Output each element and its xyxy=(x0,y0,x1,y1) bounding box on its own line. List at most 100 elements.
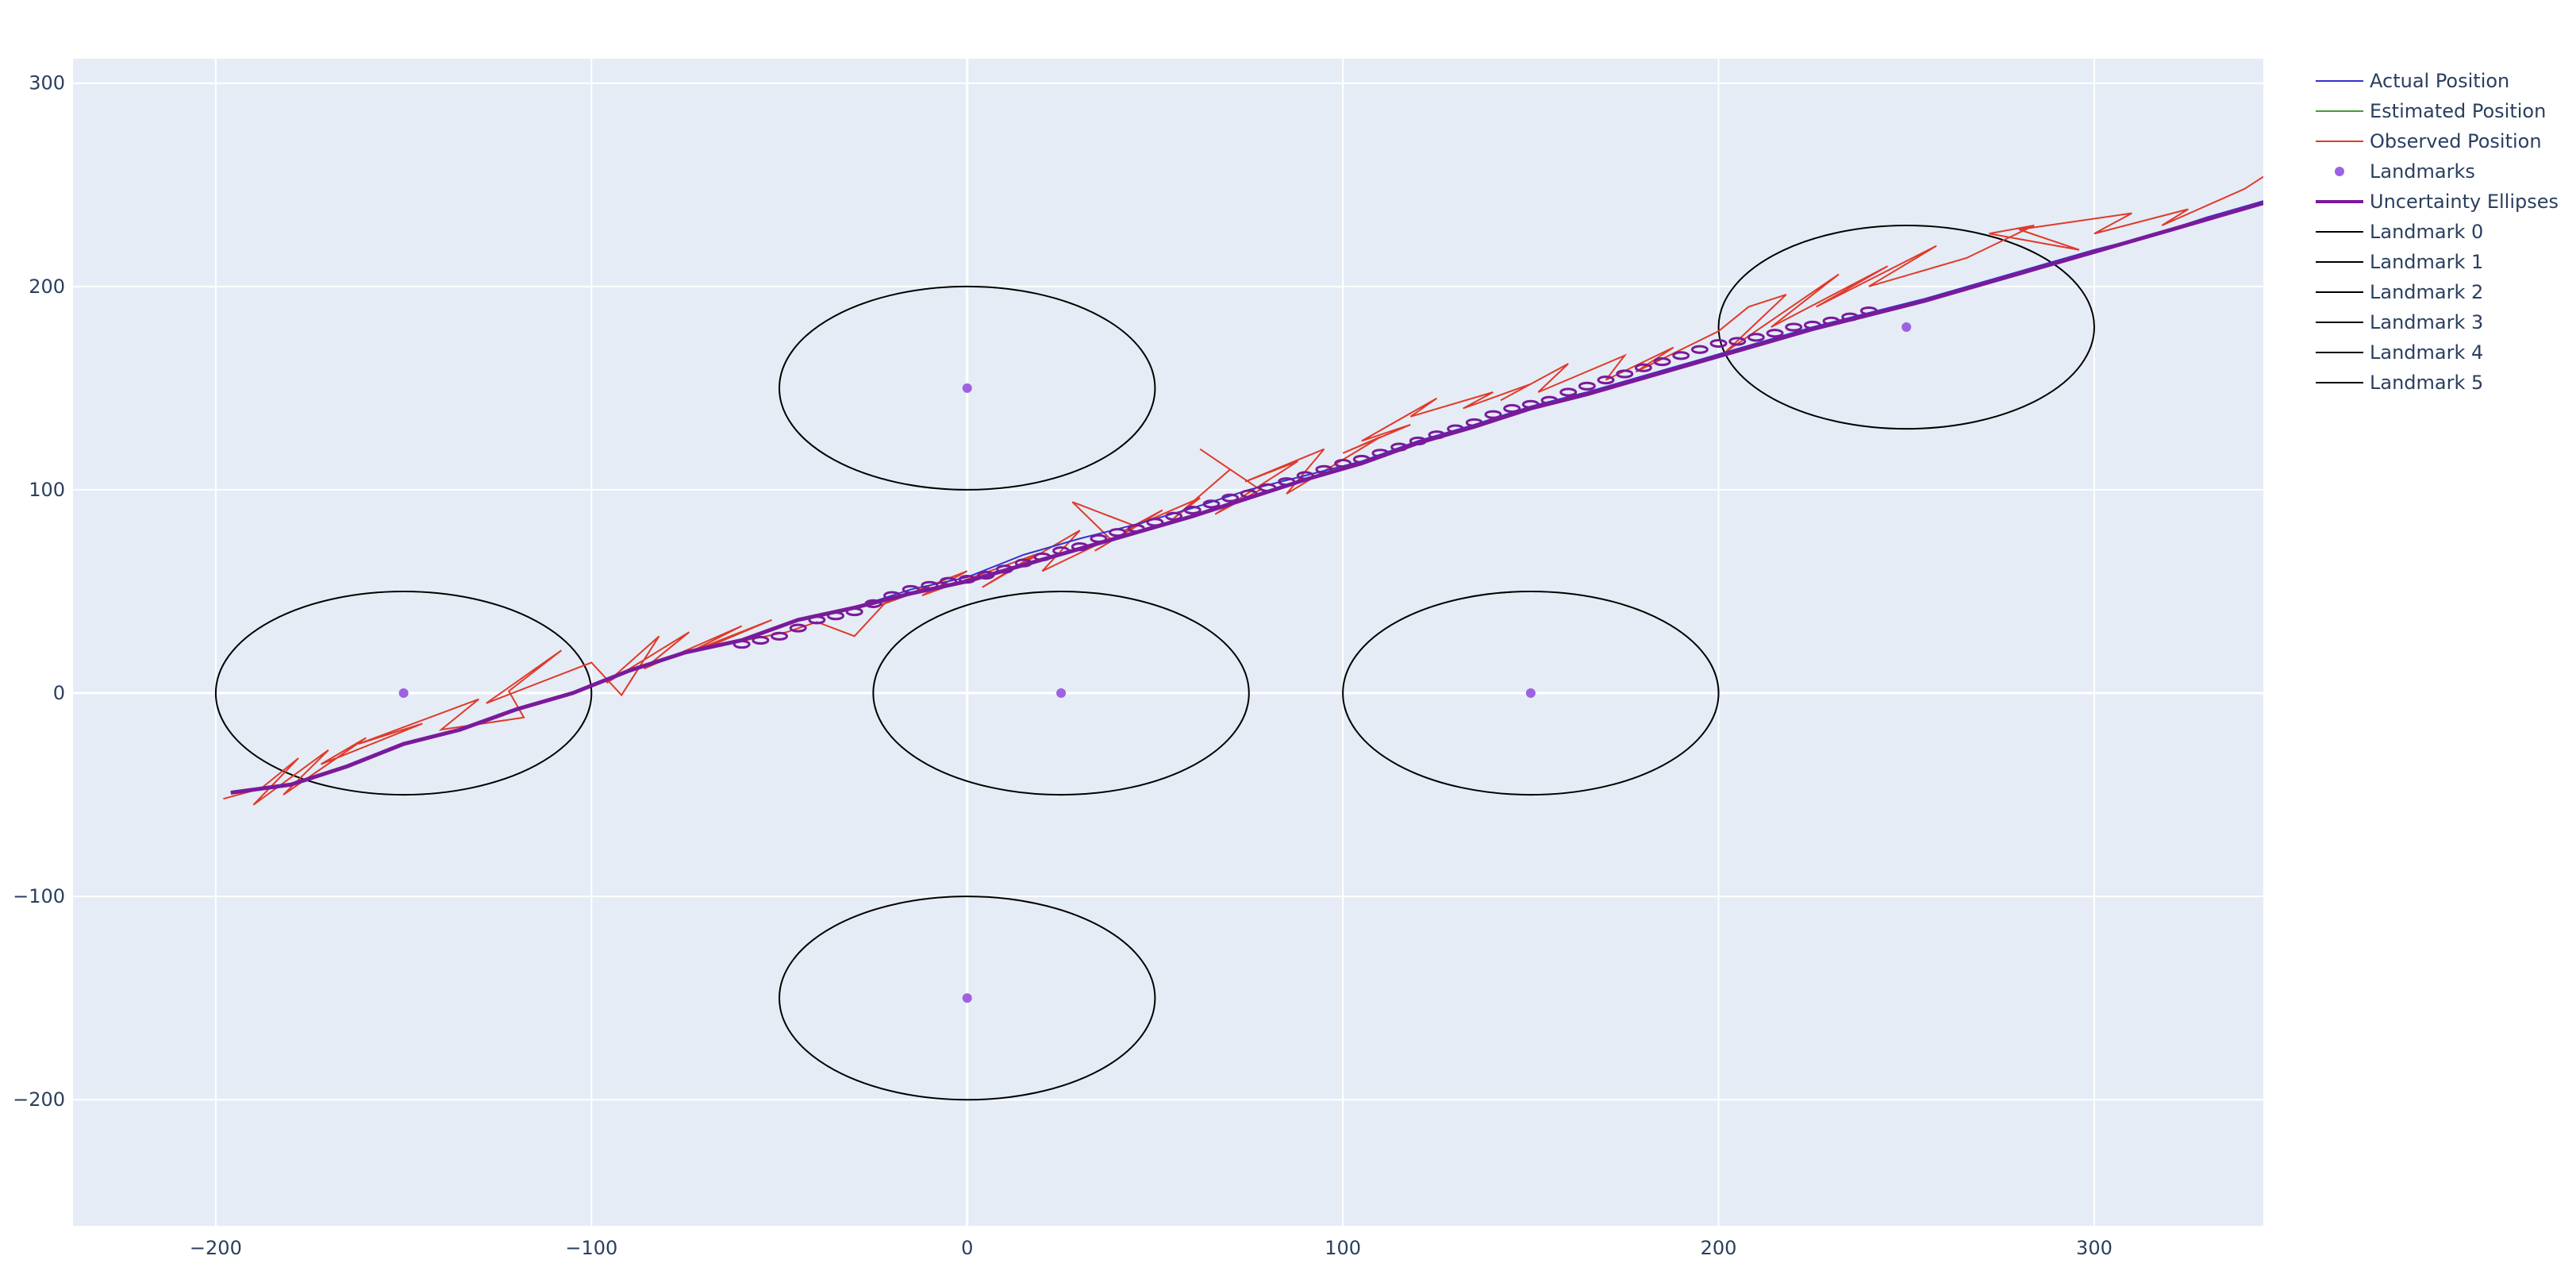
uncertainty-ellipse xyxy=(1202,499,1221,509)
plot-background xyxy=(73,59,2263,1226)
uncertainty-ellipse xyxy=(1090,533,1108,543)
uncertainty-ellipse xyxy=(1597,376,1615,385)
y-tick-label: 200 xyxy=(29,275,65,298)
uncertainty-ellipse xyxy=(1146,518,1164,527)
landmark-marker-0 xyxy=(398,688,409,699)
uncertainty-ellipse xyxy=(1728,337,1747,346)
uncertainty-ellipse xyxy=(827,611,844,621)
uncertainty-ellipse xyxy=(1634,363,1652,372)
legend-item: Uncertainty Ellipses xyxy=(2316,191,2559,213)
legend-item: Landmark 4 xyxy=(2316,341,2483,364)
uncertainty-ellipse xyxy=(808,615,826,625)
landmark-4-range xyxy=(1342,590,1720,796)
legend-label: Observed Position xyxy=(2370,130,2542,152)
uncertainty-ellipse xyxy=(845,607,863,617)
y-tick-label: 300 xyxy=(29,72,65,94)
legend-item: Actual Position xyxy=(2316,70,2509,92)
uncertainty-ellipse xyxy=(1428,430,1446,440)
legend-label: Landmark 1 xyxy=(2370,251,2483,273)
uncertainty-ellipse xyxy=(1052,546,1071,556)
legend-label: Landmark 5 xyxy=(2370,372,2483,394)
observed-position-line xyxy=(223,175,2263,806)
uncertainty-ellipse xyxy=(1390,442,1409,452)
uncertainty-ellipse xyxy=(1484,410,1502,419)
uncertainty-ellipse xyxy=(1503,403,1521,414)
uncertainty-ellipse xyxy=(1747,333,1765,342)
uncertainty-ellipse xyxy=(1841,312,1859,322)
y-tick-label: −100 xyxy=(13,885,65,907)
uncertainty-ellipse xyxy=(1822,316,1840,325)
legend-item: Landmark 5 xyxy=(2316,372,2483,394)
uncertainty-ellipse xyxy=(1352,454,1371,464)
uncertainty-ellipse xyxy=(958,575,976,584)
landmark-marker-2 xyxy=(962,993,972,1003)
uncertainty-ellipse xyxy=(1165,511,1183,521)
uncertainty-ellipse xyxy=(1803,320,1821,330)
landmark-marker-5 xyxy=(1901,322,1912,333)
uncertainty-ellipse xyxy=(996,564,1014,574)
uncertainty-ellipse xyxy=(1785,322,1803,332)
uncertainty-ellipse xyxy=(883,591,902,600)
uncertainty-ellipse xyxy=(1690,345,1709,354)
uncertainty-ellipse xyxy=(1221,493,1240,503)
legend-label: Landmark 3 xyxy=(2370,311,2483,333)
uncertainty-ellipse xyxy=(1409,436,1427,446)
uncertainty-ellipse xyxy=(771,631,788,641)
y-tick-label: 0 xyxy=(53,682,65,704)
y-tick-label: 100 xyxy=(29,479,65,501)
legend: Actual Position Estimated Position Observe… xyxy=(2316,70,2559,394)
legend-marker xyxy=(2335,167,2344,176)
x-tick-label: 200 xyxy=(1701,1237,1737,1259)
x-axis-ticks: −200 −100 0 100 200 300 xyxy=(190,1237,2113,1259)
uncertainty-ellipse xyxy=(1334,459,1352,468)
uncertainty-ellipse xyxy=(789,623,807,633)
uncertainty-ellipse xyxy=(1559,387,1578,397)
landmark-1-range xyxy=(779,285,1156,491)
uncertainty-ellipse xyxy=(1240,489,1258,499)
uncertainty-ellipse xyxy=(864,599,882,608)
uncertainty-ellipse xyxy=(1540,395,1559,405)
uncertainty-ellipse xyxy=(1315,464,1333,474)
legend-item: Landmark 2 xyxy=(2316,281,2483,303)
landmark-0-range xyxy=(214,590,593,796)
uncertainty-ellipse xyxy=(1127,523,1145,533)
landmark-3-range xyxy=(872,590,1250,796)
uncertainty-ellipse xyxy=(1465,418,1483,428)
landmark-marker-4 xyxy=(1525,688,1536,699)
legend-label: Actual Position xyxy=(2370,70,2509,92)
uncertainty-ellipse xyxy=(1709,338,1728,349)
uncertainty-ellipse xyxy=(1578,381,1596,391)
legend-label: Landmark 2 xyxy=(2370,281,2483,303)
legend-label: Landmarks xyxy=(2370,160,2475,183)
uncertainty-ellipse xyxy=(1033,552,1052,562)
x-tick-label: −100 xyxy=(565,1237,617,1259)
legend-item: Landmarks xyxy=(2335,160,2475,183)
uncertainty-ellipse xyxy=(1296,471,1314,480)
landmark-marker-3 xyxy=(1056,688,1067,699)
uncertainty-ellipse xyxy=(902,584,920,595)
uncertainty-ellipse xyxy=(1766,329,1784,338)
uncertainty-ellipse xyxy=(1447,424,1465,433)
uncertainty-ellipse xyxy=(1183,505,1201,515)
uncertainty-ellipse xyxy=(732,639,751,649)
legend-label: Estimated Position xyxy=(2370,100,2546,122)
x-tick-label: 0 xyxy=(961,1237,973,1259)
legend-label: Landmark 4 xyxy=(2370,341,2483,364)
uncertainty-ellipse xyxy=(977,570,995,580)
x-tick-label: −200 xyxy=(190,1237,242,1259)
legend-item: Estimated Position xyxy=(2316,100,2546,122)
y-tick-label: −200 xyxy=(13,1088,65,1111)
uncertainty-ellipse xyxy=(1259,483,1277,492)
plot-area xyxy=(214,175,2263,1101)
legend-label: Uncertainty Ellipses xyxy=(2370,191,2559,213)
legend-item: Landmark 1 xyxy=(2316,251,2483,273)
uncertainty-ellipse xyxy=(1616,369,1634,379)
uncertainty-ellipse xyxy=(1521,399,1540,409)
uncertainty-ellipse xyxy=(1653,356,1671,367)
legend-item: Observed Position xyxy=(2316,130,2542,152)
uncertainty-ellipse xyxy=(752,635,770,645)
landmark-2-range xyxy=(779,896,1156,1101)
legend-item: Landmark 0 xyxy=(2316,221,2483,243)
uncertainty-ellipse xyxy=(1071,542,1089,552)
